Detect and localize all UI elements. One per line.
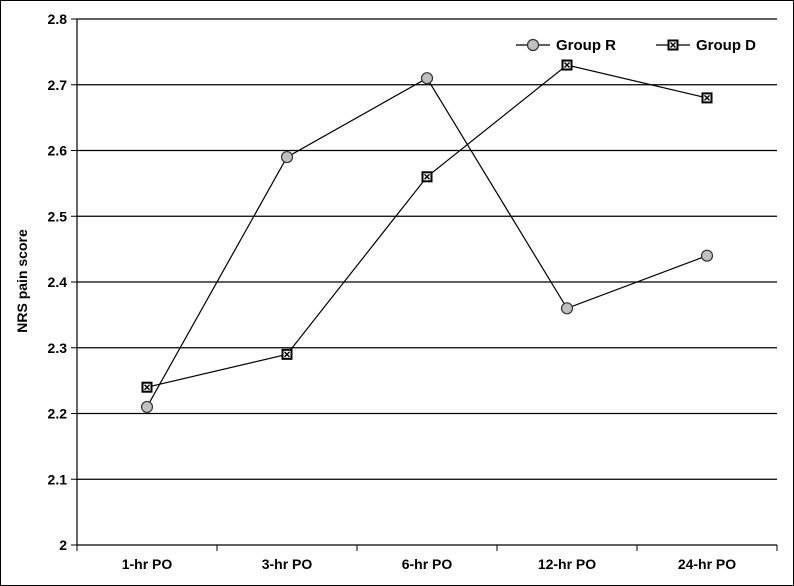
data-point (281, 348, 293, 360)
data-point (280, 150, 294, 164)
y-tick-label: 2.7 (48, 77, 68, 93)
y-tick-label: 2.8 (48, 11, 68, 27)
legend-label: Group D (696, 37, 756, 54)
gridlines (71, 18, 777, 546)
data-point (421, 171, 433, 183)
y-tick-label: 2.1 (48, 471, 68, 487)
series-line-2 (146, 64, 708, 388)
y-tick-label: 2.5 (48, 208, 68, 224)
y-tick-label: 2.3 (48, 340, 68, 356)
data-point (560, 302, 574, 315)
series-lines (140, 59, 714, 414)
data-point (561, 59, 573, 71)
data-point (140, 400, 154, 414)
y-tick-label: 2.2 (48, 406, 68, 422)
y-tick-label: 2 (59, 537, 67, 553)
x-tick-label: 6-hr PO (402, 556, 453, 572)
y-tick-label: 2.4 (48, 274, 68, 290)
y-tick-label: 2.6 (48, 143, 68, 159)
legend-marker (667, 39, 679, 51)
x-tick-labels: 1-hr PO 3-hr PO 6-hr PO 12-hr PO 24-hr PO (122, 556, 737, 572)
axes (76, 19, 778, 551)
legend-marker (526, 38, 540, 52)
legend-label: Group R (556, 37, 616, 54)
x-tick-label: 12-hr PO (538, 556, 596, 572)
y-axis-title: NRS pain score (14, 229, 30, 333)
series-line-1 (146, 77, 708, 408)
x-tick-label: 3-hr PO (262, 556, 313, 572)
legend: Group R Group D (516, 37, 756, 54)
data-point (141, 381, 153, 393)
data-point (701, 92, 713, 104)
data-point (700, 249, 714, 262)
x-tick-label: 1-hr PO (122, 556, 173, 572)
y-tick-labels: 2 2.1 2.2 2.3 2.4 2.5 2.6 2.7 2.8 (48, 11, 68, 553)
x-tick-label: 24-hr PO (678, 556, 736, 572)
data-point (420, 72, 434, 85)
